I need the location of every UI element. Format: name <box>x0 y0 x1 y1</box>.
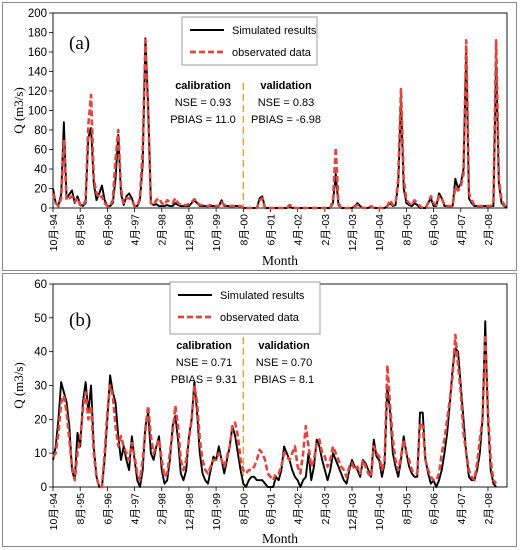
y-tick-label: 100 <box>28 106 47 118</box>
y-tick-label: 140 <box>28 67 47 79</box>
y-tick-label: 20 <box>34 414 47 426</box>
x-tick-label: 2月-08 <box>483 214 495 246</box>
calibration-annotation: PBIAS = 11.0 <box>170 114 236 126</box>
series-observed-line <box>51 333 498 489</box>
series-observed-line <box>51 39 508 210</box>
x-tick-label: 4月-97 <box>130 214 142 246</box>
y-tick-label: 40 <box>34 347 47 359</box>
calibration-annotation: calibration <box>175 80 231 92</box>
x-tick-label: 6月-96 <box>102 214 114 246</box>
calibration-annotation: calibration <box>176 340 232 352</box>
chart-b-svg: 0 10 20 30 40 50 60 10月-94 8月-95 6月-96 4月-97 2月-98 1… <box>11 279 508 546</box>
y-tick-label: 0 <box>41 482 47 494</box>
x-tick-label: 12月-03 <box>347 214 359 252</box>
x-tick-label: 10月-04 <box>374 214 386 252</box>
y-tick-label: 120 <box>28 86 47 98</box>
x-tick-label: 4月-07 <box>456 214 468 246</box>
x-tick-label: 8月-05 <box>401 214 413 246</box>
panel-label: (b) <box>69 310 91 331</box>
x-tick-label: 10月-94 <box>48 493 60 531</box>
x-tick-label: 6月-01 <box>265 493 277 525</box>
x-tick-label: 8月-00 <box>238 214 250 246</box>
legend-label-simulated: Simulated results <box>220 290 305 302</box>
x-tick-label: 8月-95 <box>75 493 87 525</box>
x-tick-label: 8月-05 <box>401 493 413 525</box>
x-tick-label: 4月-97 <box>130 493 142 525</box>
x-tick-label: 2月-08 <box>483 493 495 525</box>
legend-box <box>181 16 318 66</box>
chart-panel-b: 0 10 20 30 40 50 60 10月-94 8月-95 6月-96 4月-97 2月-98 1… <box>2 273 517 547</box>
validation-annotation: validation <box>258 340 310 352</box>
x-tick-label: 8月-00 <box>238 493 250 525</box>
x-tick-label: 10月-99 <box>211 493 223 531</box>
y-tick-label: 80 <box>34 125 47 137</box>
legend-label-observed: observated data <box>232 47 312 59</box>
y-tick-label: 30 <box>34 381 47 393</box>
x-tick-label: 4月-02 <box>293 493 305 525</box>
x-tick-label: 6月-01 <box>265 214 277 246</box>
x-tick-label: 6月-96 <box>102 493 114 525</box>
x-tick-label: 4月-07 <box>456 493 468 525</box>
chart-a-svg: 0 20 40 60 80 100 120 140 160 180 200 10月-94 8月-95 6月… <box>11 8 508 268</box>
calibration-annotation: NSE = 0.71 <box>176 357 233 369</box>
y-tick-label: 200 <box>28 8 47 20</box>
x-tick-label: 10月-99 <box>211 214 223 252</box>
y-tick-label: 50 <box>34 313 47 325</box>
y-tick-label: 10 <box>34 448 47 460</box>
y-tick-label: 20 <box>34 184 47 196</box>
y-tick-label: 60 <box>34 279 47 291</box>
x-tick-label: 2月-98 <box>157 493 169 525</box>
legend-box <box>169 281 321 335</box>
legend-label-simulated: Simulated results <box>232 25 317 37</box>
x-tick-label: 2月-03 <box>320 214 332 246</box>
x-tick-label: 6月-06 <box>429 493 441 525</box>
x-tick-label: 12月-03 <box>347 493 359 531</box>
x-tick-label: 6月-06 <box>429 214 441 246</box>
validation-annotation: NSE = 0.83 <box>258 97 315 109</box>
y-axis-title: Q (m3/s) <box>11 87 26 134</box>
x-axis-title: Month <box>262 253 298 268</box>
y-tick-label: 180 <box>28 28 47 40</box>
calibration-annotation: NSE = 0.93 <box>175 97 232 109</box>
x-tick-label: 12月-98 <box>184 214 196 252</box>
validation-annotation: validation <box>260 80 312 92</box>
validation-annotation: PBIAS = 8.1 <box>254 374 314 386</box>
y-tick-label: 160 <box>28 47 47 59</box>
x-axis-title: Month <box>262 531 298 546</box>
legend-label-observed: observated data <box>220 312 300 324</box>
x-tick-label: 10月-94 <box>48 214 60 252</box>
y-tick-label: 40 <box>34 164 47 176</box>
calibration-annotation: PBIAS = 9.31 <box>171 374 237 386</box>
chart-panel-a: 0 20 40 60 80 100 120 140 160 180 200 10月-94 8月-95 6月… <box>2 2 517 271</box>
x-tick-label: 10月-04 <box>374 493 386 531</box>
x-tick-label: 2月-03 <box>320 493 332 525</box>
x-tick-label: 8月-95 <box>75 214 87 246</box>
panel-label: (a) <box>69 33 90 54</box>
x-tick-label: 4月-02 <box>293 214 305 246</box>
validation-annotation: PBIAS = -6.98 <box>251 114 321 126</box>
validation-annotation: NSE = 0.70 <box>256 357 313 369</box>
y-tick-label: 0 <box>41 203 47 215</box>
x-tick-label: 2月-98 <box>157 214 169 246</box>
y-tick-label: 60 <box>34 145 47 157</box>
series-simulated-line <box>52 320 497 488</box>
x-tick-label: 12月-98 <box>184 493 196 531</box>
y-axis-title: Q (m3/s) <box>11 362 26 409</box>
